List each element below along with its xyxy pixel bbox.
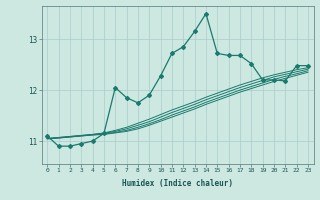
X-axis label: Humidex (Indice chaleur): Humidex (Indice chaleur) (122, 179, 233, 188)
